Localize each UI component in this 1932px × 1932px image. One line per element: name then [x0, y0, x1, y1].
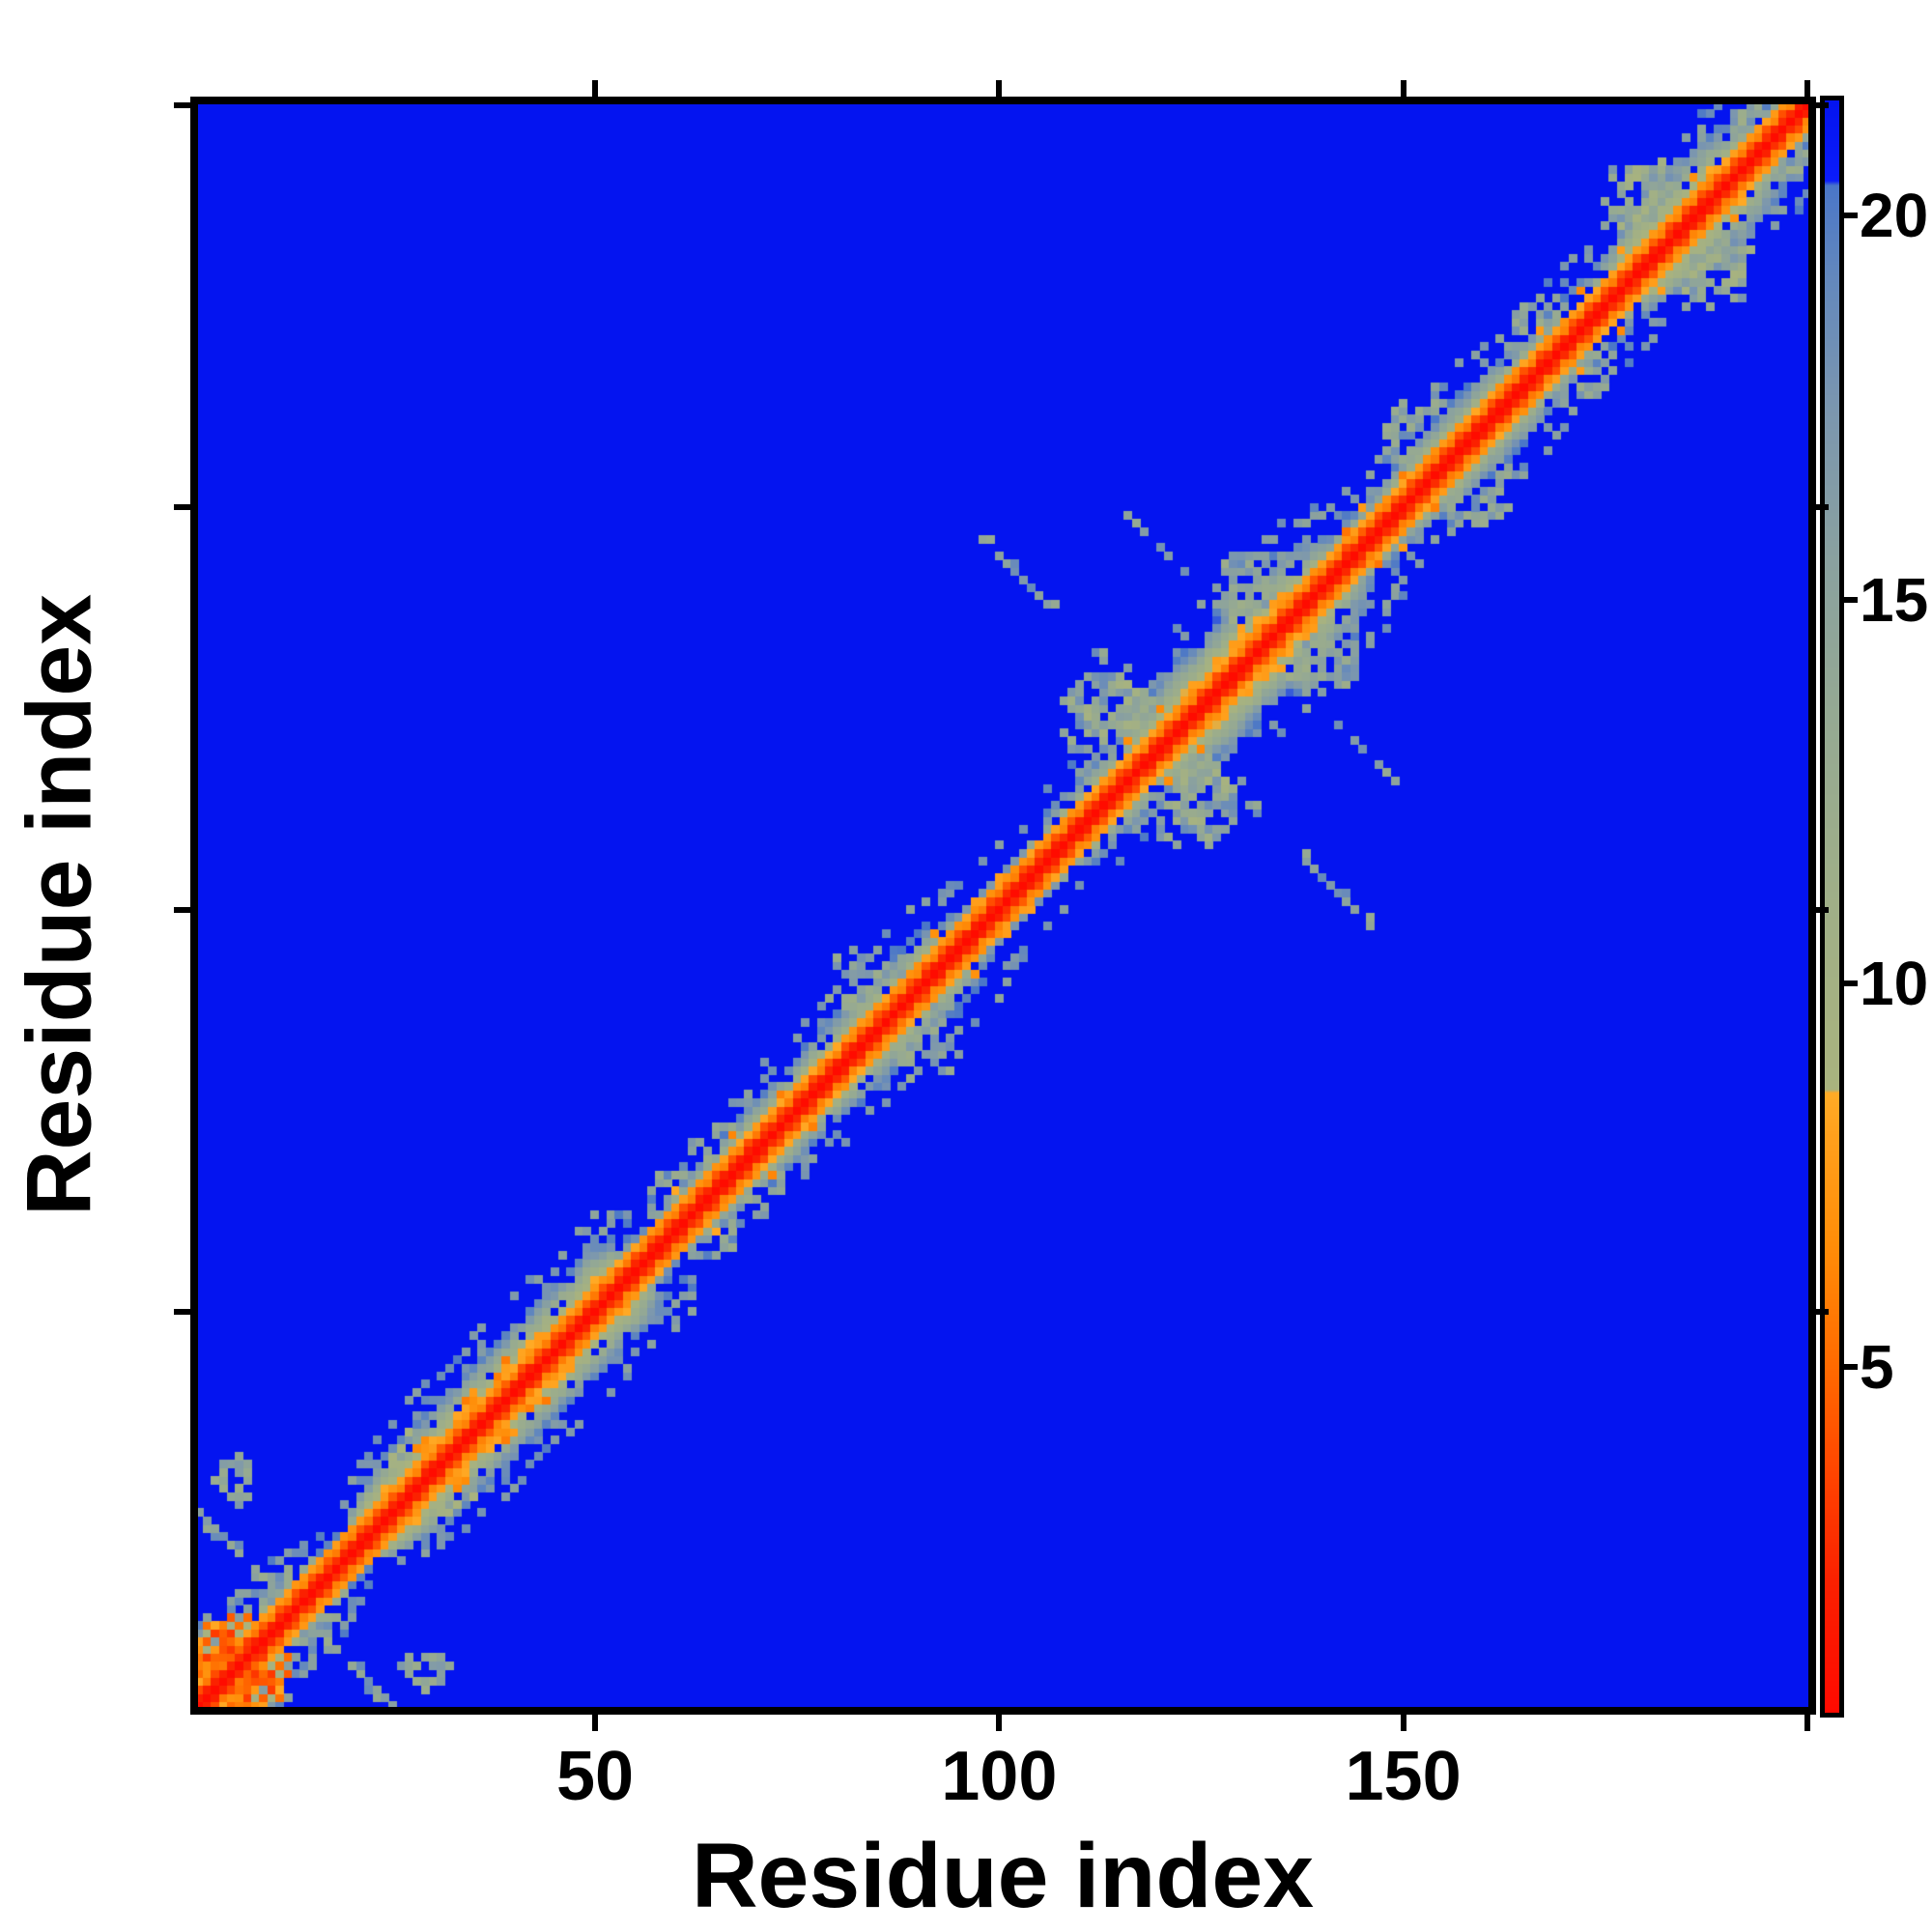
- colorbar-tick-5: [1841, 1364, 1858, 1371]
- y-tick-left-150: [174, 504, 190, 511]
- colorbar-border: [1820, 96, 1844, 1718]
- x-tick-label-100: 100: [941, 1738, 1058, 1815]
- colorbar-tick-label-20: 20: [1860, 181, 1929, 251]
- distance-matrix-heatmap: [195, 101, 1811, 1710]
- x-tick-bottom-100: [996, 1715, 1003, 1731]
- x-tick-top-50: [592, 80, 599, 97]
- y-tick-left-50: [174, 1308, 190, 1315]
- x-tick-top-100: [996, 80, 1003, 97]
- y-axis-title: Residue index: [8, 593, 111, 1217]
- x-tick-top-150: [1400, 80, 1406, 97]
- colorbar-tick-label-10: 10: [1860, 948, 1929, 1018]
- y-tick-right-100: [1812, 906, 1829, 913]
- colorbar-tick-10: [1841, 980, 1858, 986]
- colorbar-tick-20: [1841, 213, 1858, 219]
- x-tick-bottom-50: [592, 1715, 599, 1731]
- colorbar-tick-label-5: 5: [1860, 1332, 1894, 1403]
- y-tick-left-100: [174, 906, 190, 913]
- x-tick-label-150: 150: [1345, 1738, 1462, 1815]
- x-tick-top-200: [1804, 80, 1810, 97]
- x-tick-label-50: 50: [556, 1738, 635, 1815]
- x-tick-bottom-150: [1400, 1715, 1406, 1731]
- x-axis-title: Residue index: [691, 1825, 1315, 1927]
- colorbar-tick-label-15: 15: [1860, 564, 1929, 635]
- colorbar-tick-15: [1841, 596, 1858, 603]
- y-tick-left-200: [174, 102, 190, 109]
- x-tick-bottom-200: [1804, 1715, 1810, 1731]
- y-tick-right-200: [1812, 102, 1829, 109]
- y-tick-right-150: [1812, 504, 1829, 511]
- y-tick-right-50: [1812, 1308, 1829, 1315]
- plot-border: [190, 97, 1816, 1715]
